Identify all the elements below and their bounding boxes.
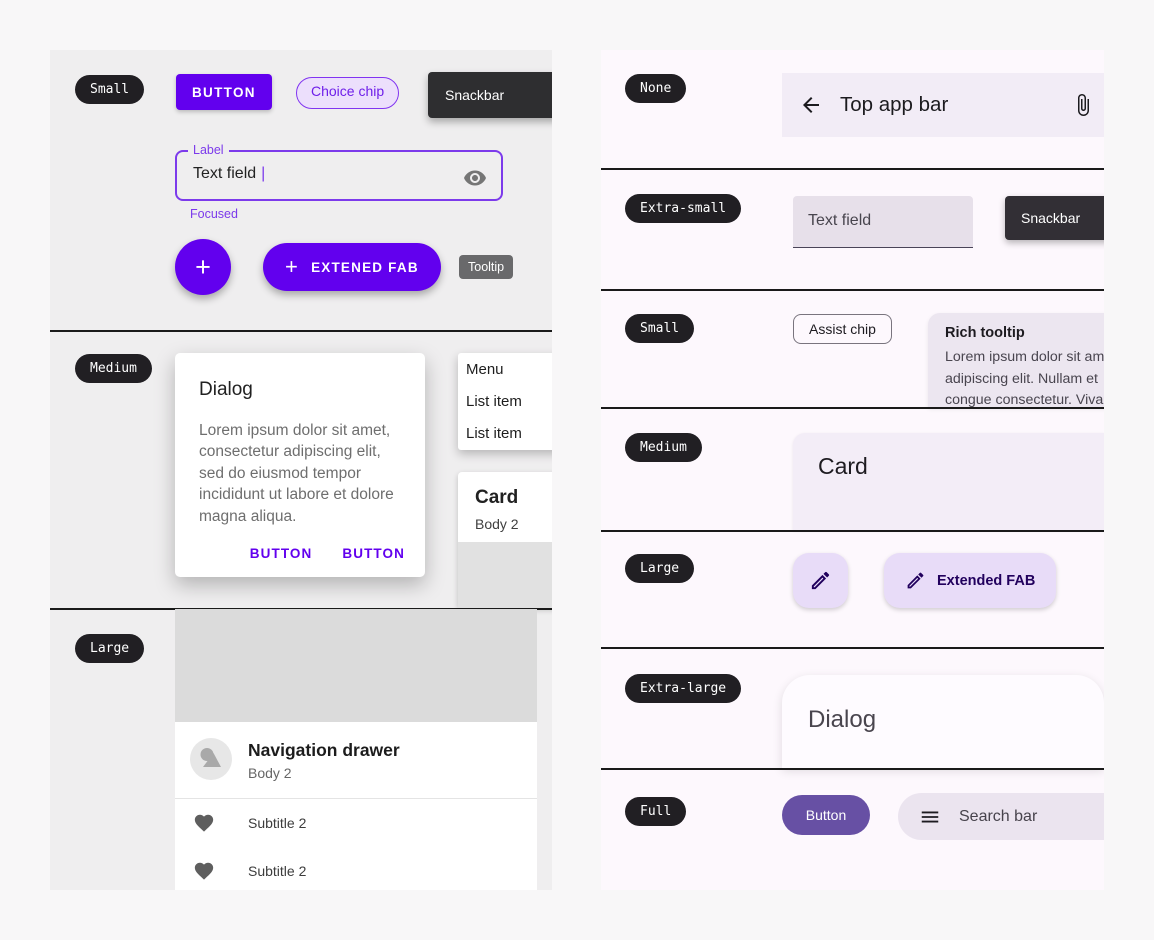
heart-icon bbox=[194, 814, 214, 832]
rich-tooltip-text: Lorem ipsum dolor sit am bbox=[945, 349, 1104, 365]
tooltip: Tooltip bbox=[459, 255, 514, 279]
size-chip-label: Full bbox=[640, 804, 672, 819]
snackbar: Snackbar bbox=[428, 72, 552, 118]
size-chip-small: Small bbox=[625, 314, 695, 343]
dialog: Dialog bbox=[782, 675, 1104, 768]
extended-fab-button[interactable]: + EXTENED FAB bbox=[263, 243, 441, 291]
rich-tooltip: Rich tooltip Lorem ipsum dolor sit am ad… bbox=[928, 313, 1104, 408]
size-chip-extra-large: Extra-large bbox=[625, 674, 742, 703]
section-divider bbox=[50, 608, 552, 610]
dialog-title: Dialog bbox=[199, 379, 253, 400]
snackbar: Snackbar bbox=[1005, 196, 1104, 240]
size-chip-label: Large bbox=[640, 561, 680, 576]
card-title: Card bbox=[818, 453, 868, 479]
edit-icon bbox=[811, 571, 830, 590]
size-chip-large: Large bbox=[625, 554, 695, 583]
dialog-title: Dialog bbox=[808, 706, 877, 733]
text-cursor: | bbox=[261, 165, 266, 182]
size-chip-label: Small bbox=[90, 82, 130, 97]
text-field[interactable]: Label Text field | bbox=[175, 143, 503, 201]
visibility-icon[interactable] bbox=[463, 166, 487, 190]
card-title: Card bbox=[475, 487, 519, 508]
drawer-list-item[interactable]: Subtitle 2 bbox=[175, 847, 537, 890]
text-field-value: Text field bbox=[193, 165, 257, 182]
size-chip-label: Medium bbox=[640, 440, 687, 455]
size-chip-large: Large bbox=[75, 634, 145, 663]
menu: Menu List item List item bbox=[458, 353, 552, 450]
dialog-actions: BUTTON BUTTON bbox=[250, 546, 405, 561]
plus-icon: + bbox=[195, 252, 211, 282]
section-divider bbox=[601, 407, 1104, 409]
plus-icon: + bbox=[285, 254, 300, 279]
size-chip-label: Extra-large bbox=[640, 681, 727, 696]
dialog-button-2[interactable]: BUTTON bbox=[342, 546, 405, 561]
avatar-placeholder-icon bbox=[190, 738, 232, 780]
contained-button[interactable]: BUTTON bbox=[176, 74, 272, 110]
edit-icon bbox=[907, 572, 924, 589]
card-media-placeholder bbox=[458, 542, 552, 608]
drawer-media-placeholder bbox=[175, 609, 537, 722]
rich-tooltip-text: adipiscing elit. Nullam et bbox=[945, 370, 1098, 387]
m2-shape-panel: Small BUTTON Choice chip Snackbar Label … bbox=[50, 50, 552, 890]
menu-item[interactable]: Menu bbox=[466, 361, 504, 378]
drawer-item-label: Subtitle 2 bbox=[248, 863, 307, 879]
search-bar[interactable]: Search bar bbox=[898, 793, 1104, 840]
size-chip-medium: Medium bbox=[625, 433, 702, 462]
size-chip-extra-small: Extra-small bbox=[625, 194, 742, 223]
filled-button[interactable]: Button bbox=[782, 795, 870, 835]
size-chip-label: Large bbox=[90, 641, 130, 656]
arrow-back-icon[interactable] bbox=[799, 93, 823, 117]
size-chip-small: Small bbox=[75, 75, 145, 104]
menu-item[interactable]: List item bbox=[466, 393, 522, 410]
drawer-title: Navigation drawer bbox=[248, 740, 400, 760]
drawer-item-label: Subtitle 2 bbox=[248, 815, 307, 831]
fab-button[interactable]: + bbox=[175, 239, 231, 295]
drawer-subtitle: Body 2 bbox=[248, 765, 292, 781]
dialog-button-1[interactable]: BUTTON bbox=[249, 546, 313, 561]
size-chip-label: Medium bbox=[90, 361, 137, 376]
assist-chip[interactable]: Assist chip bbox=[793, 314, 892, 344]
section-divider bbox=[601, 768, 1104, 770]
card: Card Body 2 bbox=[458, 472, 552, 608]
section-divider bbox=[601, 289, 1104, 291]
dialog-body: Lorem ipsum dolor sit amet, consectetur … bbox=[199, 422, 394, 525]
fab-button[interactable] bbox=[793, 553, 848, 608]
attachment-icon[interactable] bbox=[1071, 93, 1095, 117]
app-bar-title: Top app bar bbox=[840, 93, 949, 116]
heart-icon bbox=[194, 862, 214, 880]
size-chip-label: Extra-small bbox=[640, 201, 727, 216]
choice-chip[interactable]: Choice chip bbox=[296, 77, 400, 109]
extended-fab-button[interactable]: Extended FAB bbox=[884, 553, 1057, 608]
rich-tooltip-title: Rich tooltip bbox=[945, 325, 1025, 341]
extended-fab-label: EXTENED FAB bbox=[311, 259, 419, 275]
section-divider bbox=[601, 647, 1104, 649]
filled-text-field[interactable]: Text field bbox=[793, 196, 973, 248]
extended-fab-label: Extended FAB bbox=[937, 572, 1036, 589]
search-bar-label: Search bar bbox=[959, 807, 1038, 825]
text-field-helper: Focused bbox=[190, 207, 238, 221]
size-chip-none: None bbox=[625, 74, 687, 103]
navigation-drawer: Navigation drawer Body 2 Subtitle 2 Subt… bbox=[175, 609, 537, 890]
section-divider bbox=[601, 168, 1104, 170]
menu-icon[interactable] bbox=[919, 806, 941, 828]
card: Card bbox=[793, 433, 1104, 530]
section-divider bbox=[601, 530, 1104, 532]
size-chip-medium: Medium bbox=[75, 354, 152, 383]
size-chip-label: None bbox=[640, 81, 672, 96]
text-field-value: Text field bbox=[808, 212, 872, 229]
section-divider bbox=[50, 330, 552, 332]
size-chip-label: Small bbox=[640, 321, 680, 336]
m3-shape-panel: None Top app bar Extra-small Text field … bbox=[601, 50, 1104, 890]
menu-item[interactable]: List item bbox=[466, 425, 522, 442]
drawer-list-item[interactable]: Subtitle 2 bbox=[175, 799, 537, 847]
card-subtitle: Body 2 bbox=[475, 516, 519, 532]
text-field-label: Label bbox=[188, 143, 229, 157]
dialog: Dialog Lorem ipsum dolor sit amet, conse… bbox=[175, 353, 425, 577]
size-chip-full: Full bbox=[625, 797, 687, 826]
rich-tooltip-text: congue consectetur. Viva bbox=[945, 392, 1104, 408]
drawer-divider bbox=[175, 798, 537, 799]
top-app-bar: Top app bar bbox=[782, 73, 1104, 137]
